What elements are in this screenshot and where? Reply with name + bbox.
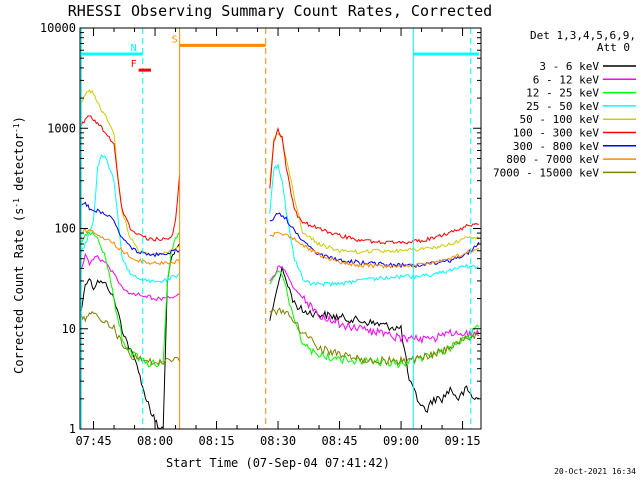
y-tick-label: 100	[54, 222, 76, 236]
x-axis-label: Start Time (07-Sep-04 07:41:42)	[166, 456, 390, 470]
y-axis-label-end: )	[12, 116, 26, 123]
series-line	[80, 307, 480, 366]
annotation-label: S	[172, 34, 178, 45]
series-line	[80, 154, 480, 287]
x-tick-label: 09:15	[444, 434, 480, 448]
y-tick-label: 10	[62, 322, 76, 336]
series-line	[80, 201, 480, 269]
x-tick-label: 08:00	[137, 434, 173, 448]
series-line	[80, 115, 479, 245]
y-axis-label-sup2: -1	[12, 123, 21, 133]
series-line	[81, 228, 479, 269]
annotation-label: N	[131, 43, 137, 54]
legend-entry-label: 7000 - 15000 keV	[493, 166, 599, 179]
annotation-label: F	[131, 59, 137, 70]
legend-entry-label: 800 - 7000 keV	[506, 153, 599, 166]
legend-entry-label: 25 - 50 keV	[526, 100, 599, 113]
series-line	[80, 252, 480, 345]
series-group	[80, 89, 480, 430]
x-tick-label: 09:00	[383, 434, 419, 448]
x-tick-label: 08:30	[260, 434, 296, 448]
generation-timestamp: 20-Oct-2021 16:34	[554, 467, 636, 476]
legend-entry-label: 50 - 100 keV	[520, 113, 600, 126]
y-axis-label-sup1: -1	[12, 198, 21, 208]
legend-entry-label: 100 - 300 keV	[513, 127, 599, 140]
legend-entry-label: 12 - 25 keV	[526, 87, 599, 100]
y-tick-label: 1	[69, 422, 76, 436]
y-axis-label-base: Corrected Count Rate (s	[12, 208, 26, 374]
x-tick-label: 08:15	[198, 434, 234, 448]
y-axis-label: Corrected Count Rate (s-1 detector-1)	[12, 116, 26, 374]
x-tick-label: 08:45	[321, 434, 357, 448]
legend-header-attenuator: Att 0	[597, 41, 630, 54]
y-axis-label-mid: detector	[12, 133, 26, 198]
y-tick-label: 1000	[47, 121, 76, 135]
legend-entry-label: 300 - 800 keV	[513, 140, 599, 153]
x-axis: 07:45 08:00 08:15 08:30 08:45 09:00 09:15	[75, 28, 481, 448]
legend-entry-label: 6 - 12 keV	[533, 73, 600, 86]
y-tick-label: 10000	[40, 21, 76, 35]
annotation-group: NF S	[80, 28, 479, 429]
legend-entry-label: 3 - 6 keV	[539, 60, 599, 73]
legend-header-detectors: Det 1,3,4,5,6,9,	[530, 29, 636, 42]
x-tick-label: 07:45	[75, 434, 111, 448]
chart-title: RHESSI Observing Summary Count Rates, Co…	[68, 2, 492, 20]
y-axis: 1 10 100 1000 10000	[40, 21, 481, 436]
plot-frame	[79, 27, 482, 430]
